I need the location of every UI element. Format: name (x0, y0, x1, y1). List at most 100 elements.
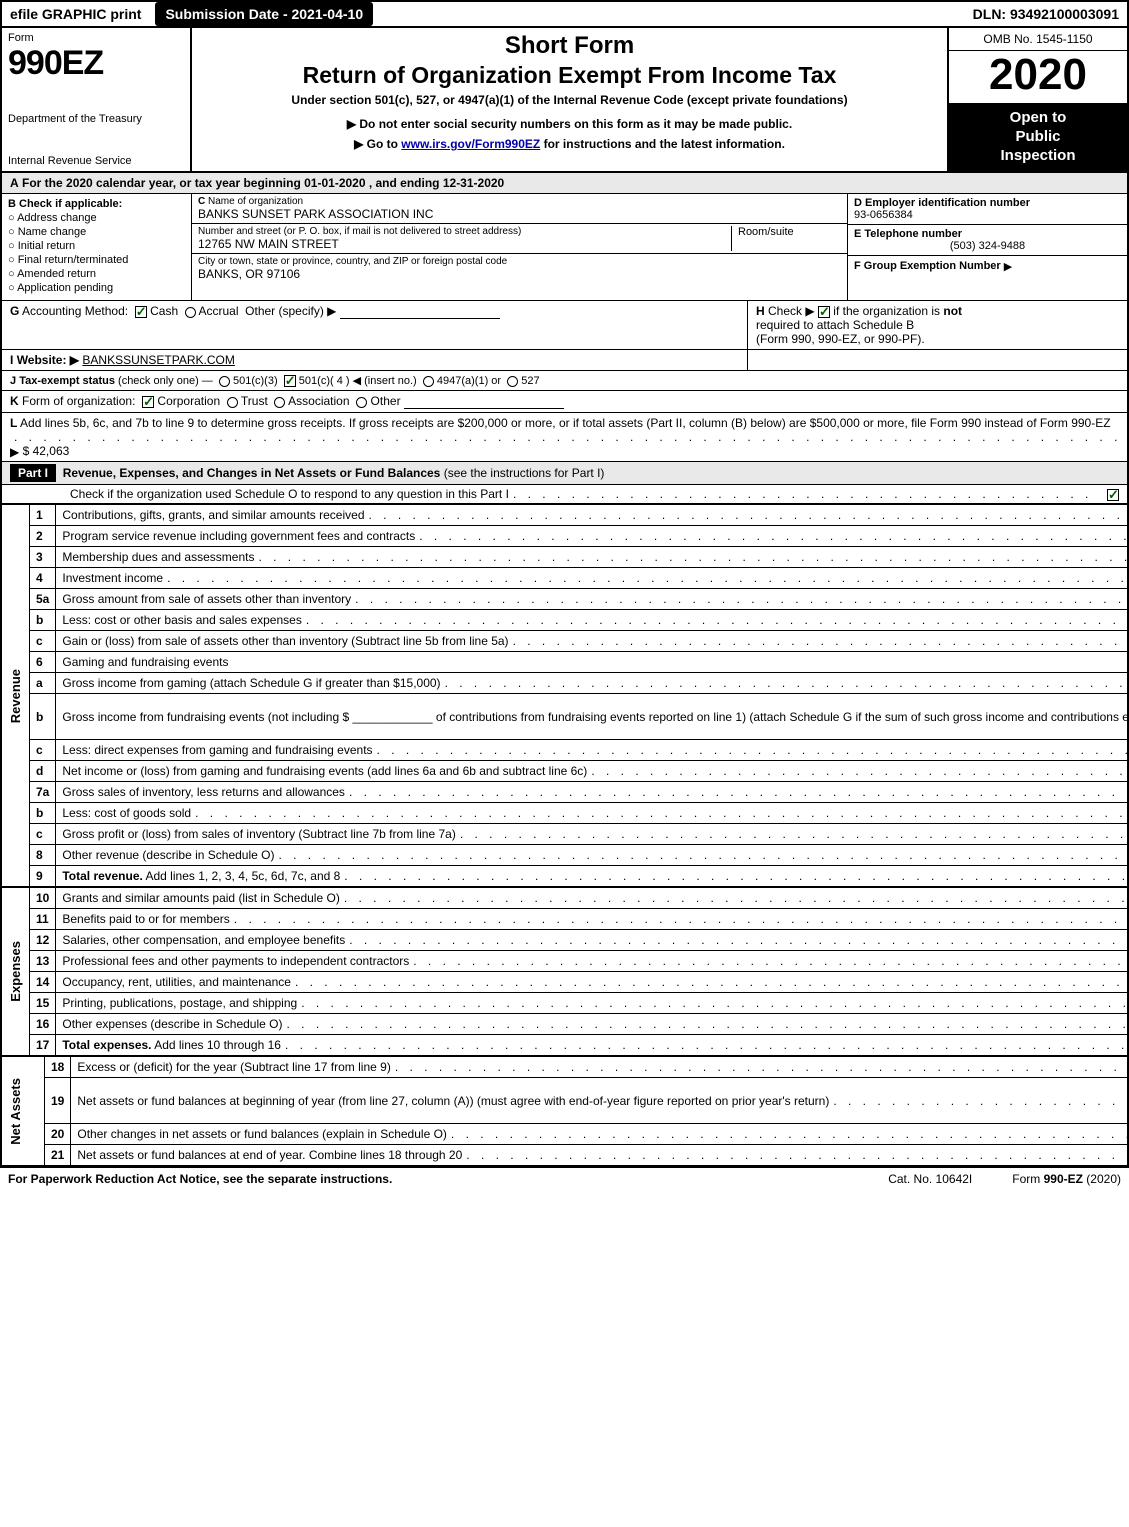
box-b-label: Check if applicable: (19, 198, 122, 210)
note-goto: ▶ Go to www.irs.gov/Form990EZ for instru… (202, 137, 937, 151)
box-b: B Check if applicable: Address change Na… (2, 194, 192, 300)
arrow-icon: ▶ (10, 445, 19, 459)
table-row: 3Membership dues and assessments3 (2, 547, 1129, 568)
line-desc: Gross amount from sale of assets other t… (56, 589, 1129, 610)
box-g: G Accounting Method: Cash Accrual Other … (2, 301, 747, 349)
netassets-table: Net Assets18Excess or (deficit) for the … (2, 1056, 1129, 1166)
h-text3: required to attach Schedule B (756, 318, 914, 332)
open-line1: Open to (1010, 109, 1067, 126)
irs-link[interactable]: www.irs.gov/Form990EZ (401, 137, 540, 151)
letter-j: J (10, 375, 16, 387)
other-specify-input[interactable] (340, 305, 500, 319)
table-row: 13Professional fees and other payments t… (2, 951, 1129, 972)
line-number: 17 (30, 1035, 56, 1056)
opt-corporation: Corporation (157, 394, 220, 408)
chk-schedule-b-not-required[interactable] (818, 306, 830, 318)
line-desc: Gross sales of inventory, less returns a… (56, 782, 1129, 803)
chk-application-pending[interactable]: Application pending (8, 282, 185, 294)
chk-trust[interactable] (227, 397, 238, 408)
letter-a: A (10, 176, 19, 190)
h-check-label: Check ▶ (768, 304, 815, 318)
line-desc: Printing, publications, postage, and shi… (56, 993, 1129, 1014)
dln-label: DLN: 93492100003091 (965, 2, 1127, 26)
line-number: 19 (45, 1078, 71, 1124)
website-value[interactable]: BANKSSUNSETPARK.COM (82, 353, 234, 367)
opt-501c3: 501(c)(3) (233, 375, 278, 387)
ein-value: 93-0656384 (854, 209, 913, 221)
chk-association[interactable] (274, 397, 285, 408)
line-desc: Grants and similar amounts paid (list in… (56, 888, 1129, 909)
line-number: 9 (30, 866, 56, 887)
chk-name-change[interactable]: Name change (8, 226, 185, 238)
gross-receipts-value: $ 42,063 (23, 444, 70, 458)
chk-527[interactable] (507, 376, 518, 387)
line-number: 8 (30, 845, 56, 866)
line-desc: Less: cost of goods sold (56, 803, 1129, 824)
opt-trust: Trust (241, 394, 268, 408)
chk-accrual[interactable] (185, 307, 196, 318)
table-row: 14Occupancy, rent, utilities, and mainte… (2, 972, 1129, 993)
chk-initial-return[interactable]: Initial return (8, 240, 185, 252)
top-bar: efile GRAPHIC print Submission Date - 20… (2, 2, 1127, 28)
table-row: 11Benefits paid to or for members11 (2, 909, 1129, 930)
line-number: c (30, 824, 56, 845)
line-desc: Excess or (deficit) for the year (Subtra… (71, 1057, 1129, 1078)
room-suite-label: Room/suite (731, 226, 841, 251)
other-org-input[interactable] (404, 395, 564, 409)
line-desc: Other expenses (describe in Schedule O) (56, 1014, 1129, 1035)
line-desc: Gaming and fundraising events (56, 652, 1129, 673)
line-desc: Gross income from gaming (attach Schedul… (56, 673, 1129, 694)
dept-irs: Internal Revenue Service (8, 155, 184, 167)
line-number: 20 (45, 1124, 71, 1145)
efile-label[interactable]: efile GRAPHIC print (2, 2, 149, 26)
tax-exempt-label: Tax-exempt status (19, 375, 115, 387)
row-k: K Form of organization: Corporation Trus… (2, 391, 1127, 413)
letter-l: L (10, 416, 17, 430)
line-number: 16 (30, 1014, 56, 1035)
table-row: 2Program service revenue including gover… (2, 526, 1129, 547)
chk-cash[interactable] (135, 306, 147, 318)
chk-corporation[interactable] (142, 396, 154, 408)
box-c: C Name of organization BANKS SUNSET PARK… (192, 194, 847, 300)
chk-other-org[interactable] (356, 397, 367, 408)
expenses-table: Expenses10Grants and similar amounts pai… (2, 887, 1129, 1056)
period-text: For the 2020 calendar year, or tax year … (22, 176, 504, 190)
chk-amended-return[interactable]: Amended return (8, 268, 185, 280)
footer-formref: Form 990-EZ (2020) (1012, 1172, 1121, 1186)
chk-address-change[interactable]: Address change (8, 212, 185, 224)
letter-k: K (10, 394, 19, 408)
footer-form-pre: Form (1012, 1172, 1043, 1186)
table-row: 21Net assets or fund balances at end of … (2, 1145, 1129, 1166)
chk-501c[interactable] (284, 375, 296, 387)
header-right: OMB No. 1545-1150 2020 Open to Public In… (947, 28, 1127, 171)
line-desc: Salaries, other compensation, and employ… (56, 930, 1129, 951)
line-desc: Less: direct expenses from gaming and fu… (56, 740, 1129, 761)
chk-final-return[interactable]: Final return/terminated (8, 254, 185, 266)
table-row: 15Printing, publications, postage, and s… (2, 993, 1129, 1014)
form-page: efile GRAPHIC print Submission Date - 20… (0, 0, 1129, 1168)
line-desc: Membership dues and assessments (56, 547, 1129, 568)
line-number: b (30, 803, 56, 824)
table-row: 7aGross sales of inventory, less returns… (2, 782, 1129, 803)
accrual-label: Accrual (198, 304, 238, 318)
line-number: 4 (30, 568, 56, 589)
chk-4947[interactable] (423, 376, 434, 387)
street-label: Number and street (or P. O. box, if mail… (198, 226, 731, 237)
line-desc: Total revenue. Add lines 1, 2, 3, 4, 5c,… (56, 866, 1129, 887)
table-row: 4Investment income4 (2, 568, 1129, 589)
chk-501c3[interactable] (219, 376, 230, 387)
opt-other-org: Other (371, 394, 401, 408)
part-i-header: Part I Revenue, Expenses, and Changes in… (2, 462, 1127, 485)
chk-schedule-o-used[interactable] (1107, 489, 1119, 501)
title-sub: Under section 501(c), 527, or 4947(a)(1)… (202, 93, 937, 107)
line-desc: Net assets or fund balances at end of ye… (71, 1145, 1129, 1166)
open-line3: Inspection (1000, 147, 1075, 164)
line-desc: Net income or (loss) from gaming and fun… (56, 761, 1129, 782)
header-mid: Short Form Return of Organization Exempt… (192, 28, 947, 171)
letter-b: B (8, 198, 16, 210)
form-number: 990EZ (8, 44, 184, 83)
table-row: 8Other revenue (describe in Schedule O)8… (2, 845, 1129, 866)
line-desc: Other revenue (describe in Schedule O) (56, 845, 1129, 866)
row-gh: G Accounting Method: Cash Accrual Other … (2, 301, 1127, 350)
letter-h: H (756, 304, 765, 318)
